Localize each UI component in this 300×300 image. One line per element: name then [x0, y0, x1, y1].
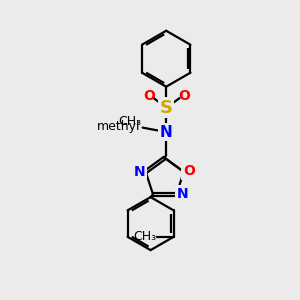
- Text: CH₃: CH₃: [118, 115, 141, 128]
- Text: N: N: [177, 187, 189, 201]
- Text: O: O: [183, 164, 195, 178]
- Text: methyl: methyl: [97, 120, 140, 133]
- Text: N: N: [160, 124, 172, 140]
- Text: N: N: [134, 165, 145, 179]
- Text: CH₃: CH₃: [133, 230, 156, 243]
- Text: O: O: [143, 89, 155, 103]
- Text: O: O: [178, 89, 190, 103]
- Text: S: S: [160, 99, 173, 117]
